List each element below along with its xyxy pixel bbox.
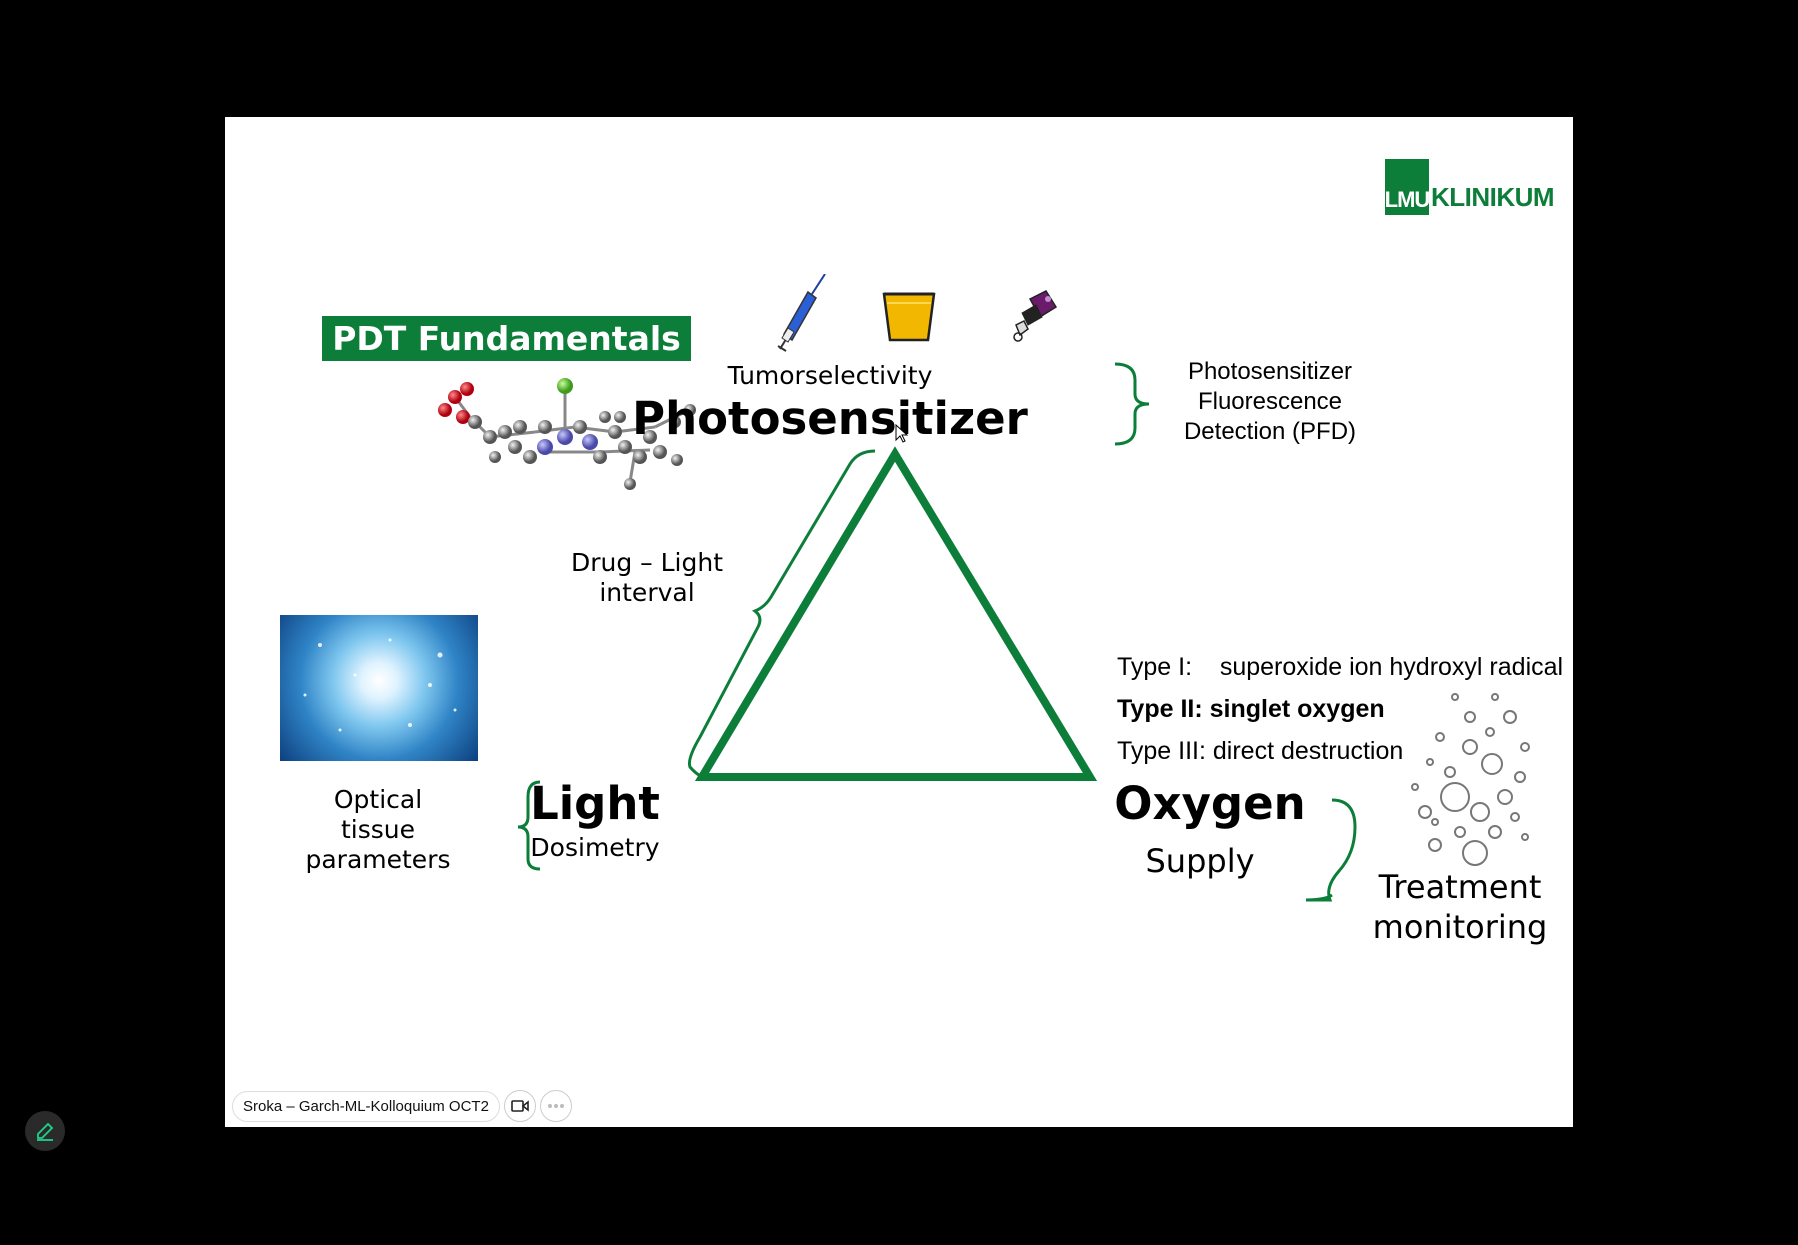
interval-line-2: interval [599, 578, 695, 607]
more-icon [547, 1104, 564, 1108]
video-button[interactable] [503, 1090, 536, 1122]
optical-line-2: tissue [340, 815, 416, 844]
pfd-line-2: Fluorescence [1197, 388, 1343, 415]
edit-button[interactable] [25, 1111, 65, 1151]
molecule-image [438, 378, 696, 490]
interval-label: Drug – Light interval [547, 548, 747, 608]
slide-title: PDT Fundamentals [322, 316, 691, 361]
presentation-slide: LMU KLINIKUM PDT Fundamentals [225, 117, 1573, 1127]
optical-line-3: parameters [305, 845, 451, 874]
treatment-monitoring-label: Treatment monitoring [1360, 867, 1560, 947]
light-burst-image [280, 615, 478, 761]
cup-icon [882, 292, 936, 342]
supply-label: Supply [1145, 842, 1255, 880]
type-1-label: Type I: [1117, 653, 1193, 681]
pdt-triangle-diagram [517, 446, 1357, 902]
brace-oxygen [1305, 798, 1357, 902]
logo-box: LMU [1385, 159, 1430, 215]
optical-line-1: Optical [333, 785, 423, 814]
type-1-row: Type I: superoxide ion hydroxyl radical [1117, 646, 1573, 688]
brace-light [517, 780, 541, 871]
meeting-bar: Sroka – Garch-ML-Kolloquium OCT2 [232, 1090, 572, 1122]
more-button[interactable] [539, 1090, 572, 1122]
syringe-icon [777, 274, 826, 352]
edit-icon [37, 1122, 54, 1141]
lmu-klinikum-logo: LMU KLINIKUM [1385, 159, 1555, 215]
dosimetry-label: Dosimetry [530, 833, 660, 862]
monitoring-line-2: monitoring [1372, 908, 1548, 946]
oxygen-reaction-types: Type I: superoxide ion hydroxyl radical … [1117, 646, 1573, 772]
type-3-text: direct destruction [1212, 737, 1404, 765]
type-2-label: Type II: [1117, 695, 1203, 723]
type-3-label: Type III: [1117, 737, 1206, 765]
type-3-row: Type III: direct destruction [1117, 730, 1573, 772]
video-icon [511, 1100, 529, 1112]
tumorselectivity-label: Tumorselectivity [727, 361, 933, 390]
interval-line-1: Drug – Light [570, 548, 724, 577]
brace-photosensitizer [1114, 362, 1150, 446]
brace-interval [688, 449, 876, 779]
pfd-label: Photosensitizer Fluorescence Detection (… [1155, 357, 1385, 447]
pfd-line-3: Detection (PFD) [1183, 418, 1357, 445]
meeting-name[interactable]: Sroka – Garch-ML-Kolloquium OCT2 [232, 1090, 500, 1122]
type-2-row: Type II: singlet oxygen [1117, 688, 1573, 730]
photosensitizer-title: Photosensitizer [632, 392, 1028, 445]
light-title: Light [530, 777, 660, 830]
pfd-line-1: Photosensitizer [1187, 358, 1353, 385]
logo-text: KLINIKUM [1431, 182, 1555, 212]
oxygen-title: Oxygen [1114, 777, 1306, 830]
optical-parameters-label: Optical tissue parameters [265, 785, 491, 875]
bubbles-image [1411, 693, 1530, 866]
pen-injector-icon [1013, 290, 1058, 342]
type-2-text: singlet oxygen [1209, 695, 1385, 723]
mouse-cursor [895, 424, 909, 443]
monitoring-line-1: Treatment [1378, 868, 1542, 906]
type-1-text: superoxide ion hydroxyl radical [1219, 653, 1564, 681]
pdt-triangle [694, 446, 1098, 781]
